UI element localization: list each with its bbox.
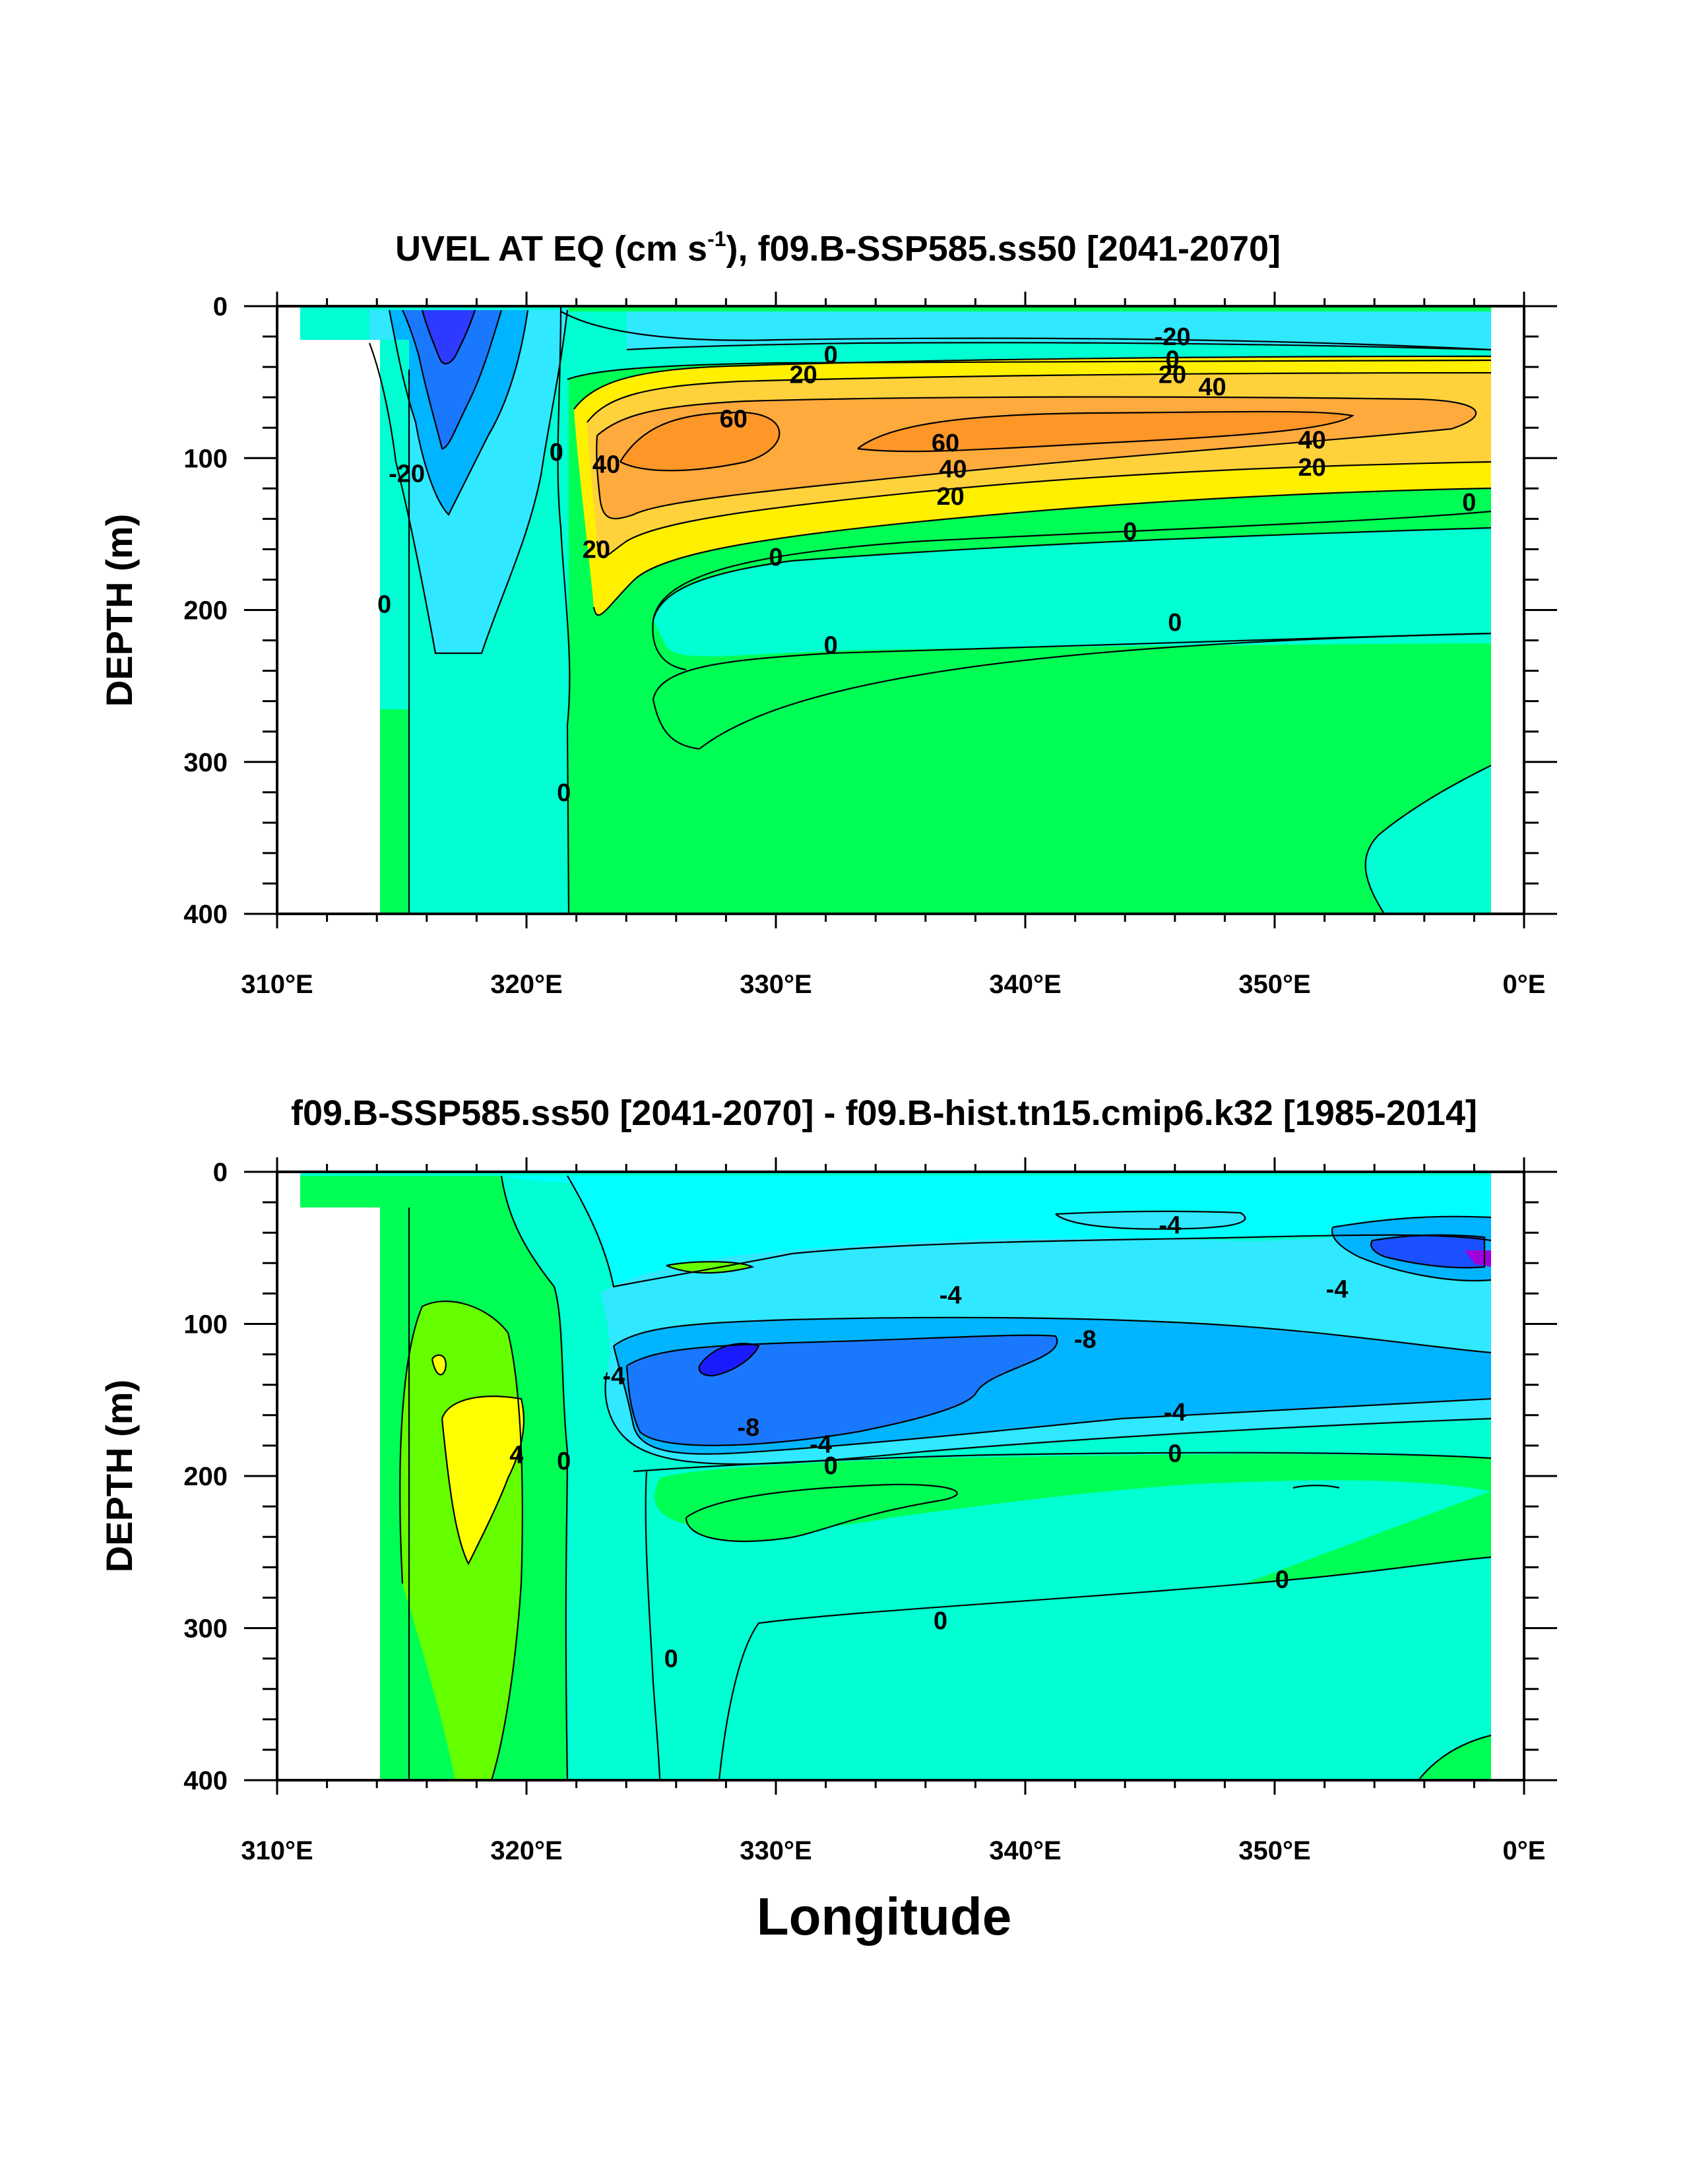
top-contour-label: 20 xyxy=(789,362,817,389)
top-contour-label: 0 xyxy=(824,342,838,369)
bottom-contour-label: 0 xyxy=(557,1448,571,1475)
top-contour-label: 0 xyxy=(769,544,782,571)
bottom-y-tick-label: 400 xyxy=(183,1766,228,1795)
top-y-tick-label: 0 xyxy=(213,292,228,321)
top-contour-label: 20 xyxy=(936,483,964,511)
top-y-tick-label: 300 xyxy=(183,748,228,777)
bottom-x-tick-label: 310°E xyxy=(241,1836,313,1865)
top-contour-label: 40 xyxy=(939,455,967,483)
bottom-panel: f09.B-SSP585.ss50 [2041-2070] - f09.B-hi… xyxy=(98,1093,1557,1946)
top-contour-label: 40 xyxy=(1198,373,1226,401)
bottom-contour-label: -4 xyxy=(1164,1399,1186,1427)
bottom-x-tick-label: 0°E xyxy=(1503,1836,1546,1865)
top-contour-label: 0 xyxy=(1168,609,1182,637)
top-ticks: 310°E 320°E 330°E 340°E 350°E 0°E010020030040… xyxy=(183,292,1557,999)
top-contour-lines xyxy=(368,305,1492,915)
bottom-y-tick-label: 300 xyxy=(183,1615,228,1644)
top-contour-label: 0 xyxy=(550,439,563,466)
bottom-contour-label: -4 xyxy=(810,1431,832,1459)
bottom-x-tick-label: 350°E xyxy=(1238,1836,1310,1865)
bottom-contour-label: 0 xyxy=(1275,1566,1289,1594)
bottom-contour-label: -4 xyxy=(1159,1212,1181,1240)
top-contour-label: -20 xyxy=(1155,323,1191,351)
top-x-tick-label: 340°E xyxy=(989,970,1061,999)
bottom-contour-label: 4 xyxy=(509,1442,523,1469)
top-x-tick-label: 0°E xyxy=(1503,970,1546,999)
top-title: UVEL AT EQ (cm s-1), f09.B-SSP585.ss50 [… xyxy=(395,227,1281,269)
top-panel: UVEL AT EQ (cm s-1), f09.B-SSP585.ss50 [… xyxy=(98,227,1557,999)
top-x-tick-label: 350°E xyxy=(1238,970,1310,999)
top-contour-label: 0 xyxy=(1123,518,1137,546)
bottom-x-tick-label: 340°E xyxy=(989,1836,1061,1865)
top-x-tick-label: 310°E xyxy=(241,970,313,999)
top-contour-label: 0 xyxy=(1462,489,1476,517)
bottom-fill xyxy=(277,1172,1524,1780)
bottom-contour-label: -4 xyxy=(602,1363,625,1390)
bottom-y-tick-label: 200 xyxy=(183,1462,228,1491)
bottom-title: f09.B-SSP585.ss50 [2041-2070] - f09.B-hi… xyxy=(291,1093,1477,1133)
top-x-tick-label: 320°E xyxy=(490,970,562,999)
bottom-contour-label: 0 xyxy=(824,1452,838,1480)
top-y-tick-label: 100 xyxy=(183,444,228,473)
top-contour-label: 40 xyxy=(592,451,620,478)
bottom-ticks: 310°E 320°E 330°E 340°E 350°E 0°E010020030040… xyxy=(183,1157,1557,1865)
top-contour-label: 0 xyxy=(824,631,838,659)
bottom-y-tick-label: 0 xyxy=(213,1158,228,1187)
bottom-contour-label: -8 xyxy=(1074,1326,1097,1354)
bottom-contour-label: 0 xyxy=(664,1646,678,1673)
bottom-contour-label: -4 xyxy=(940,1282,962,1310)
bottom-y-tick-label: 100 xyxy=(183,1310,228,1339)
top-contour-label: 0 xyxy=(1165,346,1179,374)
top-contour-label: -20 xyxy=(389,460,425,488)
top-y-tick-label: 400 xyxy=(183,900,228,929)
bottom-contour-label: -8 xyxy=(738,1414,760,1442)
top-contour-label: 60 xyxy=(932,430,959,457)
bottom-x-tick-label: 320°E xyxy=(490,1836,562,1865)
top-y-tick-label: 200 xyxy=(183,596,228,626)
top-contour-label: 20 xyxy=(583,536,610,563)
bottom-contour-lines xyxy=(399,1175,1492,1781)
top-x-tick-label: 330°E xyxy=(740,970,812,999)
top-y-axis-label: DEPTH (m) xyxy=(98,514,140,707)
top-contour-label: 20 xyxy=(1298,454,1326,482)
top-contour-label: 0 xyxy=(557,779,571,807)
top-contour-label: 60 xyxy=(720,405,748,433)
bottom-contour-label: -4 xyxy=(1326,1275,1349,1303)
x-axis-label: Longitude xyxy=(757,1887,1012,1946)
top-contour-label: 20 xyxy=(1159,362,1186,389)
bottom-y-axis-label: DEPTH (m) xyxy=(98,1380,140,1572)
top-contour-label: 0 xyxy=(377,591,391,618)
bottom-contour-label: 0 xyxy=(934,1607,947,1635)
top-contour-label: 40 xyxy=(1298,427,1326,455)
bottom-x-tick-label: 330°E xyxy=(740,1836,812,1865)
top-fill xyxy=(277,306,1524,914)
bottom-contour-label: 0 xyxy=(1168,1440,1182,1467)
